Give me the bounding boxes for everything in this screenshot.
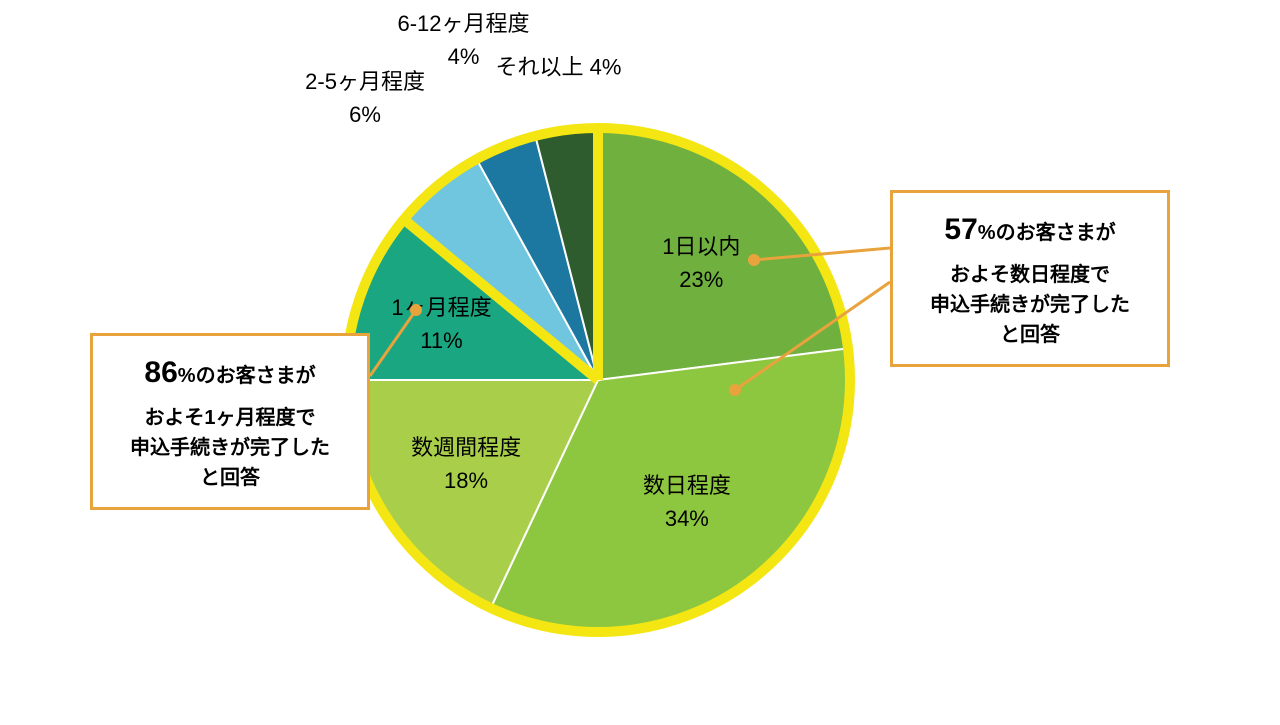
slice-label: 1ヶ月程度11% [391, 291, 491, 357]
slice-label: 2-5ヶ月程度6% [305, 65, 425, 131]
slice-label: 数週間程度18% [411, 431, 521, 497]
slice-label: それ以上 4% [496, 51, 622, 84]
callout-right: 57%のお客さまが およそ数日程度で申込手続きが完了したと回答 [890, 190, 1170, 367]
callout-right-headline: 57%のお客さまが [913, 207, 1147, 252]
callout-right-pct: 57 [944, 213, 977, 246]
callout-right-suffix: %のお客さまが [978, 222, 1116, 244]
slice-label: 数日程度34% [643, 469, 731, 535]
callout-right-body: およそ数日程度で申込手続きが完了したと回答 [913, 260, 1147, 350]
callout-left-body: およそ1ヶ月程度で申込手続きが完了したと回答 [113, 403, 347, 493]
callout-left-pct: 86 [144, 356, 177, 389]
callout-left-headline: 86%のお客さまが [113, 350, 347, 395]
callout-left: 86%のお客さまが およそ1ヶ月程度で申込手続きが完了したと回答 [90, 333, 370, 510]
slice-label: 1日以内23% [662, 230, 740, 296]
callout-left-suffix: %のお客さまが [178, 365, 316, 387]
